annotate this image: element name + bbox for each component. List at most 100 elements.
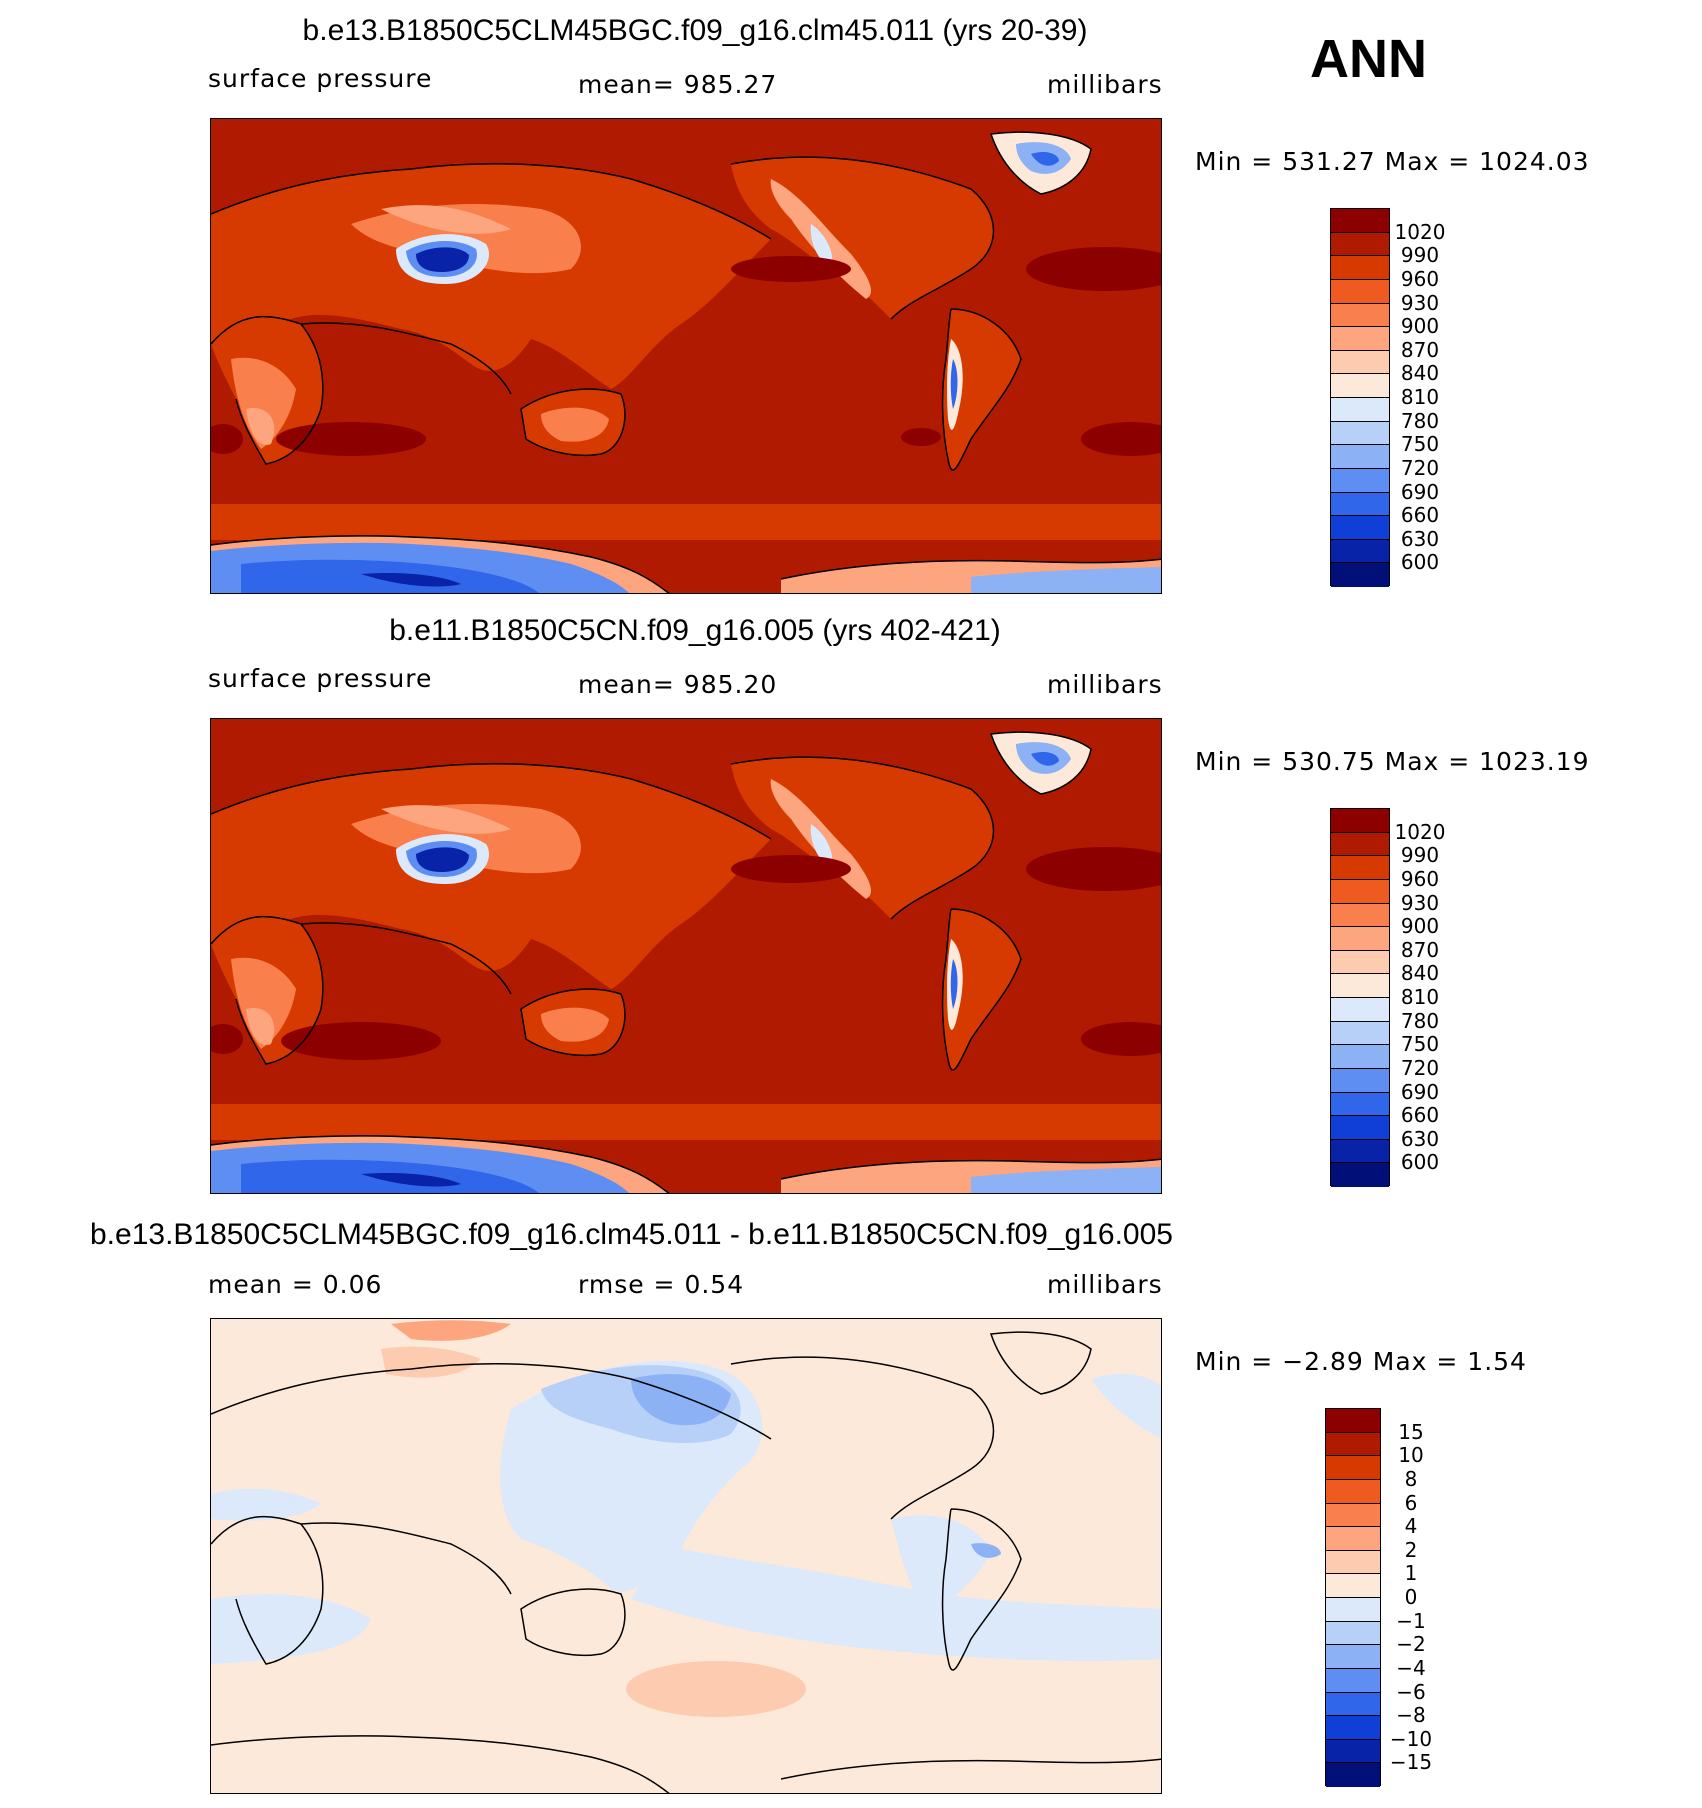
colorbar-swatch [1326,1763,1380,1787]
colorbar-tick-label: 780 [1400,408,1440,433]
panel-2-minmax: Min = 530.75 Max = 1023.19 [1195,747,1590,776]
panel-1-minmax: Min = 531.27 Max = 1024.03 [1195,147,1590,176]
colorbar-tick-label: 690 [1400,1079,1440,1104]
colorbar-swatch [1331,468,1389,493]
colorbar-swatch [1331,1092,1389,1117]
colorbar-tick-label: 2 [1404,1537,1418,1562]
colorbar-swatch [1331,209,1389,233]
colorbar-swatch [1326,1739,1380,1764]
colorbar-swatch [1331,445,1389,469]
colorbar-tick-label: −10 [1389,1726,1433,1751]
colorbar-swatch [1331,374,1389,398]
colorbar-swatch [1326,1716,1380,1740]
colorbar-swatch [1326,1432,1380,1457]
season-label: ANN [1310,29,1427,89]
colorbar-swatch [1326,1527,1380,1551]
colorbar-tick-label: 930 [1400,290,1440,315]
colorbar-tick-label: 870 [1400,937,1440,962]
panel-3-units-label: millibars [1047,1270,1163,1299]
panel-2-map [210,718,1162,1194]
panel-1-mean-label: mean= 985.27 [578,70,778,99]
colorbar-tick-label: 960 [1400,866,1440,891]
colorbar-swatch [1326,1574,1380,1598]
colorbar-swatch [1331,1021,1389,1046]
panel-2-field-plot [211,719,1161,1193]
colorbar-swatch [1326,1409,1380,1433]
colorbar-swatch [1331,1068,1389,1093]
colorbar-swatch [1331,350,1389,375]
panel-3-minmax: Min = −2.89 Max = 1.54 [1195,1347,1527,1376]
panel-2-units-label: millibars [1047,670,1163,699]
colorbar-swatch [1331,256,1389,280]
colorbar-swatch [1331,903,1389,928]
colorbar-tick-label: 600 [1400,550,1440,575]
colorbar-tick-label: 630 [1400,526,1440,551]
colorbar-swatch [1326,1503,1380,1528]
colorbar-swatch [1331,303,1389,328]
colorbar-tick-label: 6 [1404,1490,1418,1515]
colorbar-tick-label: 15 [1398,1419,1424,1444]
colorbar-tick-label: 990 [1400,843,1440,868]
colorbar-tick-label: 600 [1400,1150,1440,1175]
colorbar-swatch [1331,879,1389,904]
colorbar-swatch [1326,1550,1380,1575]
colorbar-tick-label: 720 [1400,455,1440,480]
colorbar-tick-label: 990 [1400,243,1440,268]
colorbar-tick-label: 690 [1400,479,1440,504]
colorbar-swatch [1331,1045,1389,1069]
colorbar-swatch [1331,563,1389,587]
colorbar-tick-label: 810 [1400,385,1440,409]
panel-1-title: b.e13.B1850C5CLM45BGC.f09_g16.clm45.011 … [302,14,1088,47]
colorbar-tick-label: −1 [1396,1608,1426,1633]
colorbar-tick-label: −4 [1396,1655,1426,1680]
colorbar-swatch [1331,327,1389,351]
colorbar-tick-label: 930 [1400,890,1440,915]
colorbar-tick-label: 660 [1400,503,1440,528]
panel-1-units-label: millibars [1047,70,1163,99]
colorbar-swatch [1331,856,1389,880]
panel-1-map [210,118,1162,594]
panel-2-colorbar: 1020 990 960 930 900 870 840 810 780 750 720 690 660… [1330,808,1470,1187]
panel-1-colorbar: 1020 990 960 930 900 870 840 810 780 750 720 690 660… [1330,208,1470,587]
colorbar-swatch [1326,1645,1380,1669]
colorbar-swatch [1331,539,1389,564]
colorbar-swatch [1331,974,1389,998]
colorbar-tick-label: 1020 [1394,819,1446,844]
colorbar-tick-label: 780 [1400,1008,1440,1033]
colorbar-swatch [1331,1139,1389,1164]
colorbar-tick-label: 0 [1404,1585,1418,1609]
colorbar-swatch [1331,927,1389,951]
colorbar-swatch [1331,832,1389,857]
panel-2-colorbar-strip [1330,808,1390,1187]
colorbar-swatch [1331,1116,1389,1140]
colorbar-tick-label: 10 [1398,1443,1424,1468]
colorbar-tick-label: −8 [1396,1703,1426,1728]
panel-3-field-plot [211,1319,1161,1793]
colorbar-swatch [1331,516,1389,540]
panel-3-rmse-label: rmse = 0.54 [578,1270,745,1299]
colorbar-swatch [1331,279,1389,304]
colorbar-tick-label: 750 [1400,1032,1440,1057]
panel-1-colorbar-strip [1330,208,1390,587]
colorbar-tick-label: 810 [1400,985,1440,1009]
colorbar-tick-label: 840 [1400,361,1440,386]
colorbar-tick-label: 720 [1400,1055,1440,1080]
panel-1-variable-label: surface pressure [208,64,433,93]
colorbar-swatch [1326,1668,1380,1693]
colorbar-swatch [1331,398,1389,422]
colorbar-swatch [1331,950,1389,975]
colorbar-tick-label: 750 [1400,432,1440,457]
panel-3-colorbar-strip [1325,1408,1381,1787]
colorbar-tick-label: 660 [1400,1103,1440,1128]
panel-3-mean-label: mean = 0.06 [208,1270,383,1299]
colorbar-swatch [1331,809,1389,833]
colorbar-swatch [1326,1479,1380,1504]
colorbar-swatch [1326,1456,1380,1480]
colorbar-tick-label: 630 [1400,1126,1440,1151]
colorbar-swatch [1326,1692,1380,1717]
colorbar-swatch [1331,421,1389,446]
colorbar-swatch [1326,1621,1380,1646]
colorbar-tick-label: −15 [1389,1750,1433,1775]
colorbar-tick-label: 8 [1404,1466,1418,1491]
colorbar-swatch [1331,998,1389,1022]
